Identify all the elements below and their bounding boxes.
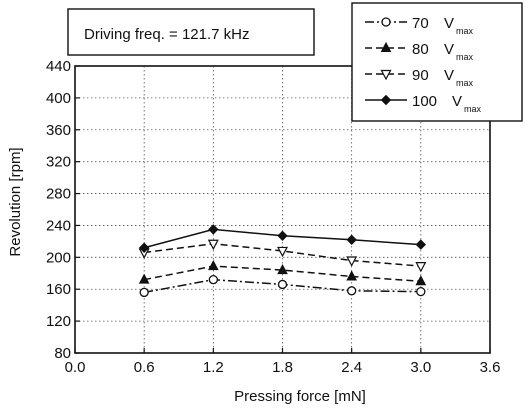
data-point: [138, 242, 150, 253]
legend-subscript: max: [456, 26, 474, 36]
legend-unit: V: [444, 67, 454, 84]
x-tick-label: 0.0: [65, 359, 86, 376]
legend-label: 100: [412, 93, 437, 110]
series-line: [144, 265, 421, 282]
series-90: [138, 239, 427, 273]
data-point: [416, 286, 426, 297]
data-point: [415, 262, 427, 273]
y-tick-label: 400: [46, 90, 71, 107]
legend-label: 90: [412, 67, 429, 84]
y-axis-label: Revolution [rpm]: [7, 147, 24, 256]
legend-marker: [380, 69, 392, 81]
series-100: [138, 224, 427, 253]
data-point: [207, 239, 219, 251]
legend-subscript: max: [464, 104, 482, 114]
series-line: [144, 243, 421, 267]
data-point: [208, 275, 218, 285]
data-point: [277, 246, 288, 258]
y-tick-label: 360: [46, 122, 71, 139]
legend-unit: V: [452, 93, 462, 110]
y-tick-label: 440: [46, 58, 71, 75]
x-tick-label: 3.0: [410, 359, 431, 376]
y-tick-label: 120: [46, 313, 71, 330]
data-point: [415, 239, 427, 250]
data-point: [347, 286, 357, 296]
legend-marker: [380, 41, 392, 52]
legend-subscript: max: [456, 52, 474, 62]
data-point: [346, 234, 357, 246]
y-tick-label: 80: [54, 345, 71, 362]
x-tick-label: 3.6: [480, 359, 501, 376]
legend-subscript: max: [456, 78, 474, 88]
y-tick-label: 280: [46, 186, 71, 203]
series-80: [138, 260, 427, 286]
y-tick-label: 320: [46, 154, 71, 171]
x-tick-label: 0.6: [134, 359, 155, 376]
annotation-box: Driving freq. = 121.7 kHz: [67, 8, 315, 56]
y-tick-label: 160: [46, 281, 71, 298]
x-tick-label: 1.8: [272, 359, 293, 376]
legend-label: 80: [412, 41, 429, 58]
tick-marks: [74, 65, 491, 354]
x-tick-label: 2.4: [341, 359, 362, 376]
data-point: [208, 224, 219, 235]
legend-unit: V: [444, 41, 454, 58]
data-point: [277, 264, 288, 275]
x-tick-label: 1.2: [203, 359, 224, 376]
data-point: [277, 230, 288, 242]
legend-unit: V: [444, 15, 454, 32]
data-point: [139, 287, 149, 298]
y-tick-label: 240: [46, 217, 71, 234]
data-point: [277, 279, 288, 290]
data-point: [208, 260, 219, 271]
x-tick-labels: 0.0 0.6 1.2 1.8 2.4 3.0 3.6: [65, 359, 501, 376]
series-70: [139, 275, 426, 298]
data-point: [138, 273, 150, 284]
data-point: [415, 275, 427, 286]
legend-label: 70: [412, 15, 429, 32]
series-layer: [138, 224, 427, 298]
data-point: [346, 270, 357, 281]
y-tick-labels: 80 120 160 200 240 280 320 360 400 440: [46, 58, 71, 362]
legend-marker: [381, 17, 391, 27]
data-point: [346, 256, 358, 267]
annotation-text: Driving freq. = 121.7 kHz: [84, 26, 250, 43]
legend-marker: [380, 94, 392, 106]
x-axis-label: Pressing force [mN]: [234, 388, 366, 405]
y-tick-label: 200: [46, 249, 71, 266]
